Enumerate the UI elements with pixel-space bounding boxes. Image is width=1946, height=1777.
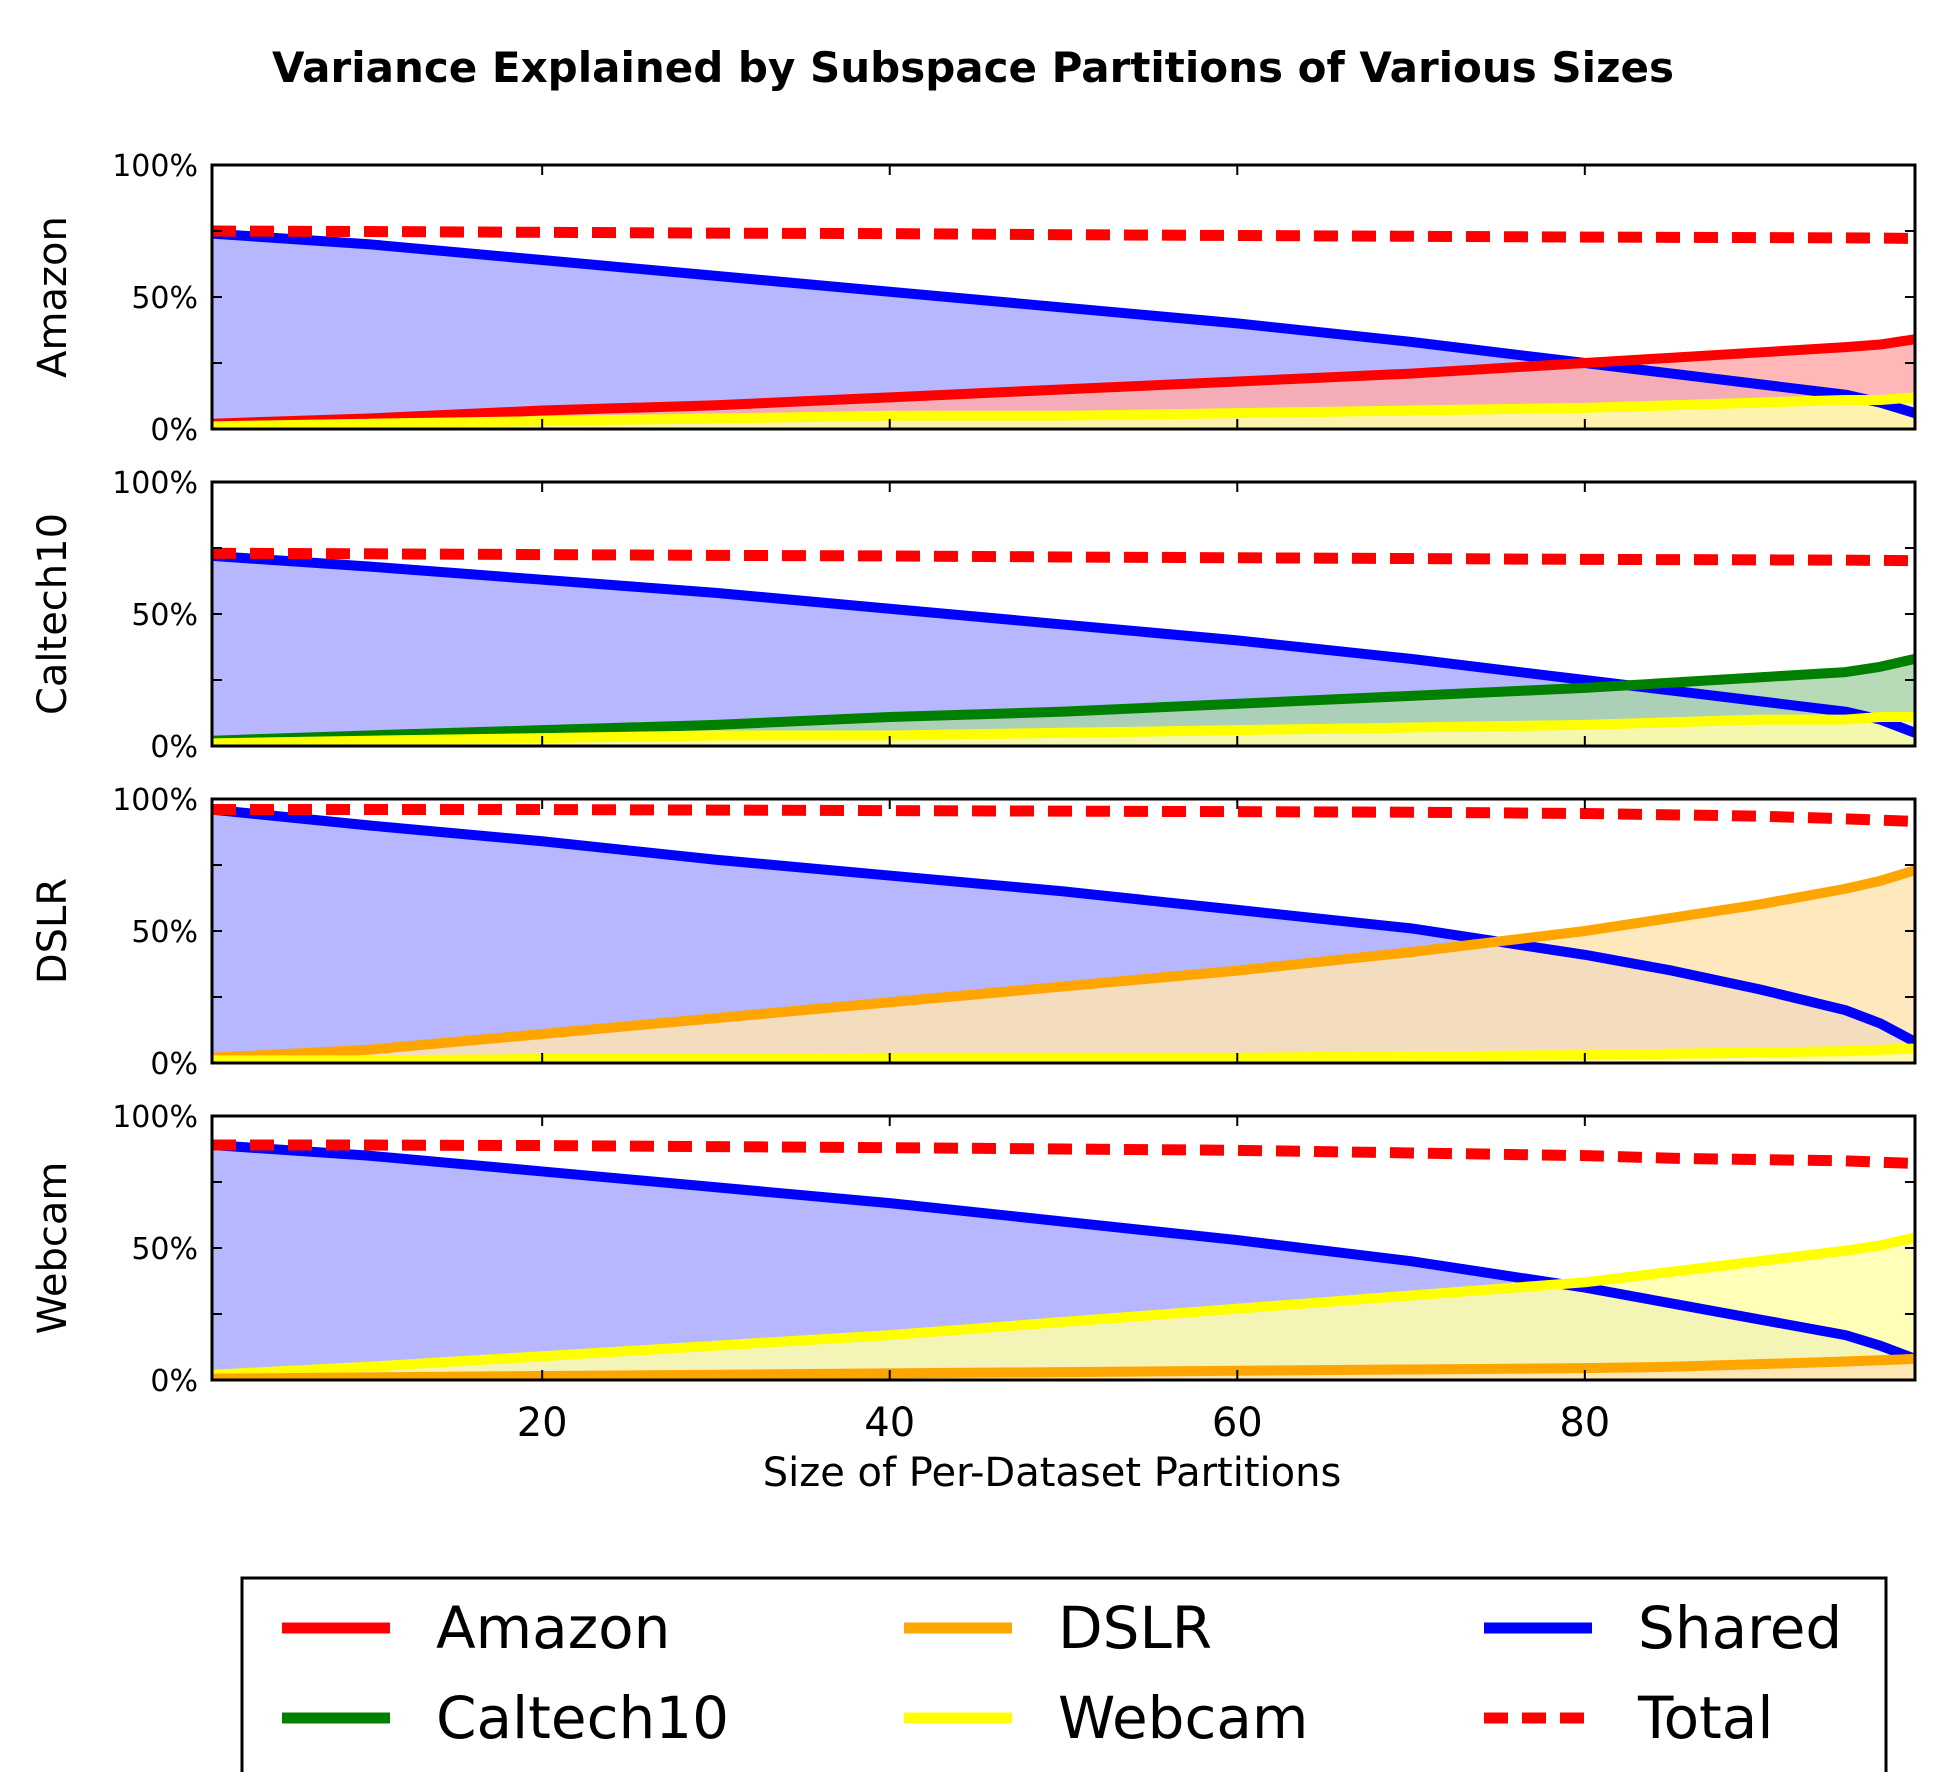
y-tick-label: 100% [112,149,198,184]
y-tick-label: 0% [150,730,198,765]
line-total [212,547,1915,567]
line-caltech10 [212,654,1915,746]
y-tick-label: 100% [112,466,198,501]
panel-webcam: 0% 50% 100% Webcam [30,1100,1917,1399]
legend-label-shared: Shared [1638,1594,1842,1662]
line-shared [212,550,1915,738]
line-webcam [212,711,1915,746]
y-tick-label: 0% [150,413,198,448]
y-tick-label: 100% [112,783,198,818]
line-webcam [212,1043,1915,1063]
y-axis-label: DSLR [30,878,76,984]
plot-area [212,225,1915,429]
legend-label-amazon: Amazon [436,1594,670,1662]
y-tick-label: 50% [131,1232,198,1267]
y-tick-label: 0% [150,1047,198,1082]
line-shared [212,1140,1915,1364]
plot-area [212,1139,1915,1380]
legend-label-dslr: DSLR [1058,1594,1212,1662]
chart-title: Variance Explained by Subspace Partition… [272,43,1674,92]
legend: Amazon Caltech10 DSLR Webcam Shared Total [240,1576,1888,1777]
y-tick-label: 100% [112,1100,198,1135]
plot-area [212,804,1915,1063]
line-amazon [212,334,1915,429]
y-axis-label: Webcam [30,1162,76,1335]
line-webcam [212,392,1915,429]
y-tick-label: 50% [131,915,198,950]
line-total [212,804,1915,827]
legend-label-caltech10: Caltech10 [436,1684,729,1752]
legend-frame [240,1576,1888,1777]
x-tick-label: 80 [1559,1400,1610,1446]
panel-caltech10: 0% 50% 100% Caltech10 [30,466,1917,765]
x-tick-label: 60 [1212,1400,1263,1446]
x-tick-label: 40 [864,1400,915,1446]
x-axis-label: Size of Per-Dataset Partitions [763,1450,1342,1496]
line-dslr [212,865,1915,1063]
y-axis-label: Caltech10 [30,513,76,715]
legend-label-webcam: Webcam [1058,1684,1308,1752]
panels-layer: 0% 50% 100% Amazon 0% 50% 100% Caltech10 0% 50% 10… [30,149,1917,1446]
y-tick-label: 50% [131,281,198,316]
panel-amazon: 0% 50% 100% Amazon [30,149,1917,448]
plot-area [212,547,1915,746]
line-dslr [212,1353,1915,1380]
area-dslr [212,1358,1915,1380]
x-tick-label: 20 [517,1400,568,1446]
area-dslr [212,870,1915,1063]
y-tick-label: 0% [150,1364,198,1399]
line-shared [212,804,1915,1047]
legend-label-total: Total [1637,1684,1773,1752]
y-axis-label: Amazon [30,216,76,378]
y-tick-label: 50% [131,598,198,633]
area-webcam [212,1237,1915,1380]
line-webcam [212,1232,1915,1380]
line-total [212,1139,1915,1170]
line-total [212,225,1915,244]
line-shared [212,228,1915,418]
panel-dslr: 0% 50% 100% DSLR [30,783,1917,1082]
